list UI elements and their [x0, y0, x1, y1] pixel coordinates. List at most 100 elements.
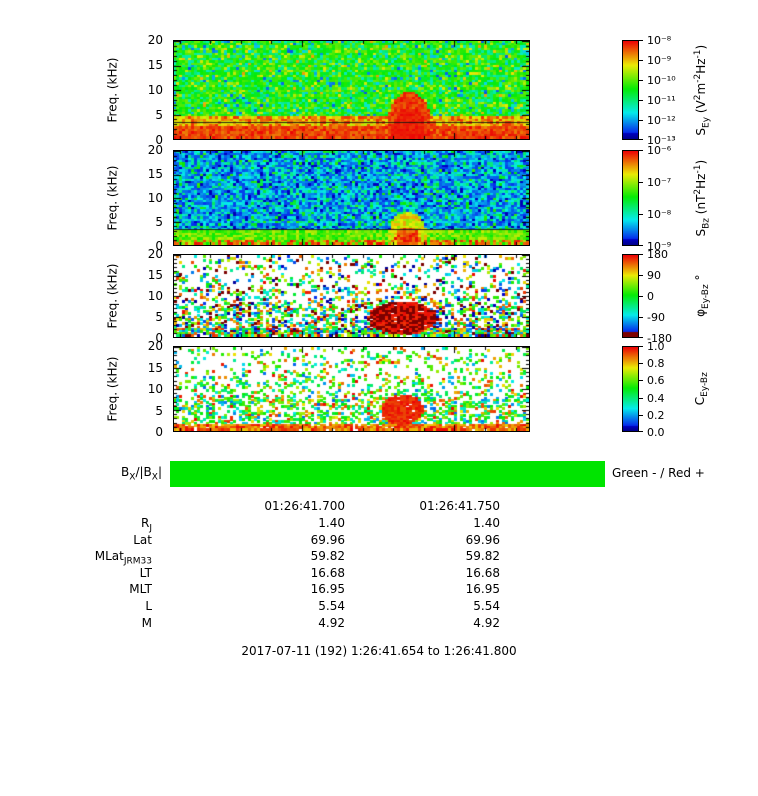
time-tick-label-1: 01:26:41.700 — [264, 499, 345, 513]
ephemeris-row-lt: LT 16.68 16.68 — [0, 566, 758, 583]
colorbar-tick — [639, 120, 643, 121]
colorbar-tick — [639, 363, 643, 364]
spectrogram-coherence-plot — [173, 346, 530, 432]
colorbar-sbz-title-text: SBz (nT2Hz-1) — [692, 159, 712, 237]
bx-sign-bar — [170, 461, 605, 487]
colorbar-tick — [639, 80, 643, 81]
colorbar-phase — [622, 254, 639, 338]
ephemeris-label: L — [145, 598, 152, 613]
freq-tick-label: 5 — [155, 310, 163, 324]
time-tick-label-2: 01:26:41.750 — [419, 499, 500, 513]
colorbar-sey-ticks: 10⁻⁸ 10⁻⁹ 10⁻¹⁰ 10⁻¹¹ 10⁻¹² 10⁻¹³ — [639, 34, 693, 147]
colorbar-tick — [639, 254, 643, 255]
bx-bar-label: BX/|BX| — [121, 465, 162, 483]
colorbar-tick-label: 0.2 — [647, 408, 665, 422]
colorbar-tick-label: 1.0 — [647, 340, 665, 353]
ephemeris-label: RJ — [141, 516, 152, 534]
freq-tick-label: 20 — [147, 143, 163, 157]
colorbar-tick-label: 0.6 — [647, 374, 665, 388]
ephemeris-value: 5.54 — [318, 598, 345, 613]
ephemeris-value: 4.92 — [473, 615, 500, 630]
freq-tick-label: 5 — [155, 403, 163, 418]
spectrogram-coherence-canvas — [174, 347, 529, 431]
colorbar-sey — [622, 40, 639, 140]
colorbar-tick — [639, 275, 643, 276]
freq-axis-title: Freq. (kHz) — [100, 346, 124, 432]
ephemeris-label: MLT — [129, 582, 152, 597]
ephemeris-value: 16.68 — [310, 565, 345, 580]
ephemeris-row-mlt: MLT 16.95 16.95 — [0, 582, 758, 599]
colorbar-sbz-title: SBz (nT2Hz-1) — [688, 150, 716, 246]
ephemeris-value: 69.96 — [310, 532, 345, 547]
spectrogram-sbz-plot — [173, 150, 530, 246]
colorbar-tick-label: 180 — [647, 248, 668, 261]
freq-tick-label: 10 — [147, 289, 163, 303]
colorbar-tick — [639, 415, 643, 416]
ephemeris-label: M — [141, 615, 152, 630]
colorbar-sbz-canvas — [623, 151, 638, 245]
colorbar-coherence-ticks: 1.0 0.8 0.6 0.4 0.2 0.0 — [639, 340, 693, 439]
ephemeris-value: 4.92 — [318, 615, 345, 630]
panel-coherence: Freq. (kHz) 0 5 10 15 20 1.0 0.8 0.6 0.4 0.2 0.0 … — [0, 339, 758, 439]
colorbar-sbz-ticks: 10⁻⁶ 10⁻⁷ 10⁻⁸ 10⁻⁹ — [639, 144, 693, 253]
colorbar-sey-title-text: SEy (V2m-2Hz-1) — [692, 44, 712, 136]
colorbar-tick-label: 10⁻¹⁰ — [647, 74, 676, 87]
freq-tick-label: 0 — [155, 239, 163, 253]
freq-axis-title-text: Freq. (kHz) — [105, 165, 119, 231]
colorbar-tick-label: 0.0 — [647, 426, 665, 439]
ephemeris-value: 16.68 — [465, 565, 500, 580]
spectrogram-phase-canvas — [174, 255, 529, 337]
ephemeris-label: MLatJRM33 — [94, 549, 152, 567]
ephemeris-value: 1.40 — [473, 516, 500, 530]
colorbar-sbz — [622, 150, 639, 246]
colorbar-phase-canvas — [623, 255, 638, 337]
colorbar-tick-label: 0 — [647, 290, 654, 303]
ephemeris-value: 59.82 — [310, 549, 345, 564]
colorbar-tick — [639, 296, 643, 297]
freq-axis-title: Freq. (kHz) — [100, 40, 124, 140]
colorbar-tick — [639, 100, 643, 101]
ephemeris-value: 5.54 — [473, 598, 500, 613]
colorbar-tick — [639, 346, 643, 347]
colorbar-tick-label: 10⁻⁶ — [647, 144, 672, 157]
colorbar-tick-label: 0.8 — [647, 357, 665, 371]
colorbar-tick — [639, 337, 643, 338]
freq-tick-label: 5 — [155, 108, 163, 122]
colorbar-coherence — [622, 346, 639, 432]
colorbar-tick — [639, 398, 643, 399]
colorbar-tick — [639, 139, 643, 140]
colorbar-tick — [639, 60, 643, 61]
bx-sign-bar-row: BX/|BX| Green - / Red + — [0, 461, 758, 487]
freq-axis-title-text: Freq. (kHz) — [105, 263, 119, 329]
colorbar-sey-canvas — [623, 41, 638, 139]
colorbar-tick-label: 0.4 — [647, 391, 665, 405]
colorbar-tick — [639, 317, 643, 318]
spectrogram-phase-plot — [173, 254, 530, 338]
colorbar-tick-label: 90 — [647, 269, 661, 282]
panel-sbz: Freq. (kHz) 0 5 10 15 20 10⁻⁶ 10⁻⁷ 10⁻⁸ 10⁻⁹ SB… — [0, 143, 758, 253]
freq-axis-title: Freq. (kHz) — [100, 150, 124, 246]
colorbar-coherence-canvas — [623, 347, 638, 431]
freq-axis-title: Freq. (kHz) — [100, 254, 124, 338]
colorbar-tick-label: 10⁻⁸ — [647, 34, 672, 47]
colorbar-tick — [639, 431, 643, 432]
colorbar-tick-label: 10⁻⁹ — [647, 54, 672, 67]
colorbar-tick — [639, 380, 643, 381]
bx-bar-legend: Green - / Red + — [612, 466, 705, 480]
freq-tick-label: 15 — [147, 58, 163, 72]
freq-axis-title-text: Freq. (kHz) — [105, 356, 119, 422]
colorbar-phase-title: φEy-Bz ° — [688, 254, 716, 338]
ephemeris-table: RJ 1.40 1.40 Lat 69.96 69.96 MLatJRM33 5… — [0, 516, 758, 632]
colorbar-tick-label: -90 — [647, 311, 665, 324]
ephemeris-value: 1.40 — [318, 516, 345, 530]
ephemeris-row-l: L 5.54 5.54 — [0, 599, 758, 616]
ephemeris-row-m: M 4.92 4.92 — [0, 616, 758, 633]
spectrogram-sey-plot — [173, 40, 530, 140]
time-axis-labels: 01:26:41.700 01:26:41.750 — [0, 499, 758, 516]
colorbar-tick-label: -180 — [647, 332, 672, 345]
colorbar-tick — [639, 40, 643, 41]
colorbar-coherence-title-text: CEy-Bz — [693, 372, 711, 406]
colorbar-phase-title-text: φEy-Bz ° — [693, 274, 711, 318]
freq-axis-ticks: 0 5 10 15 20 — [132, 143, 166, 253]
